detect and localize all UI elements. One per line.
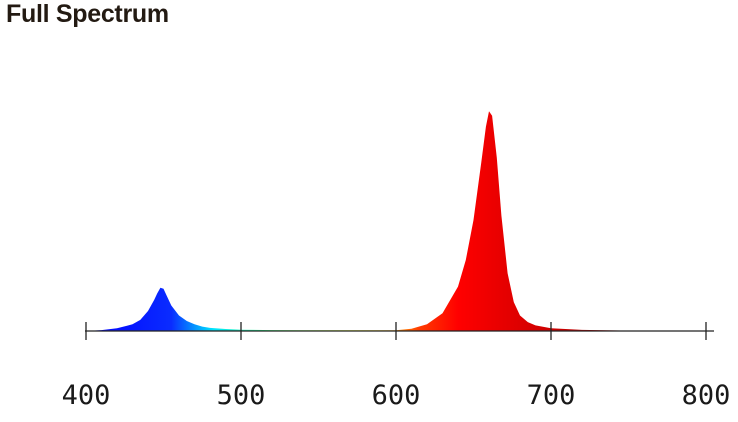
- x-axis: [85, 322, 714, 340]
- spectrum-series-1: [86, 287, 396, 331]
- x-tick-labels: 400 500 600 700 800: [62, 380, 731, 411]
- x-tick-label: 400: [62, 380, 111, 411]
- chart-title: Full Spectrum: [6, 0, 169, 28]
- x-tick-label: 600: [372, 380, 421, 411]
- spectrum-series-2: [396, 111, 706, 331]
- x-tick-label: 700: [527, 380, 576, 411]
- x-tick-label: 800: [682, 380, 731, 411]
- spectrum-area-layer: [86, 111, 706, 331]
- x-tick-label: 500: [217, 380, 266, 411]
